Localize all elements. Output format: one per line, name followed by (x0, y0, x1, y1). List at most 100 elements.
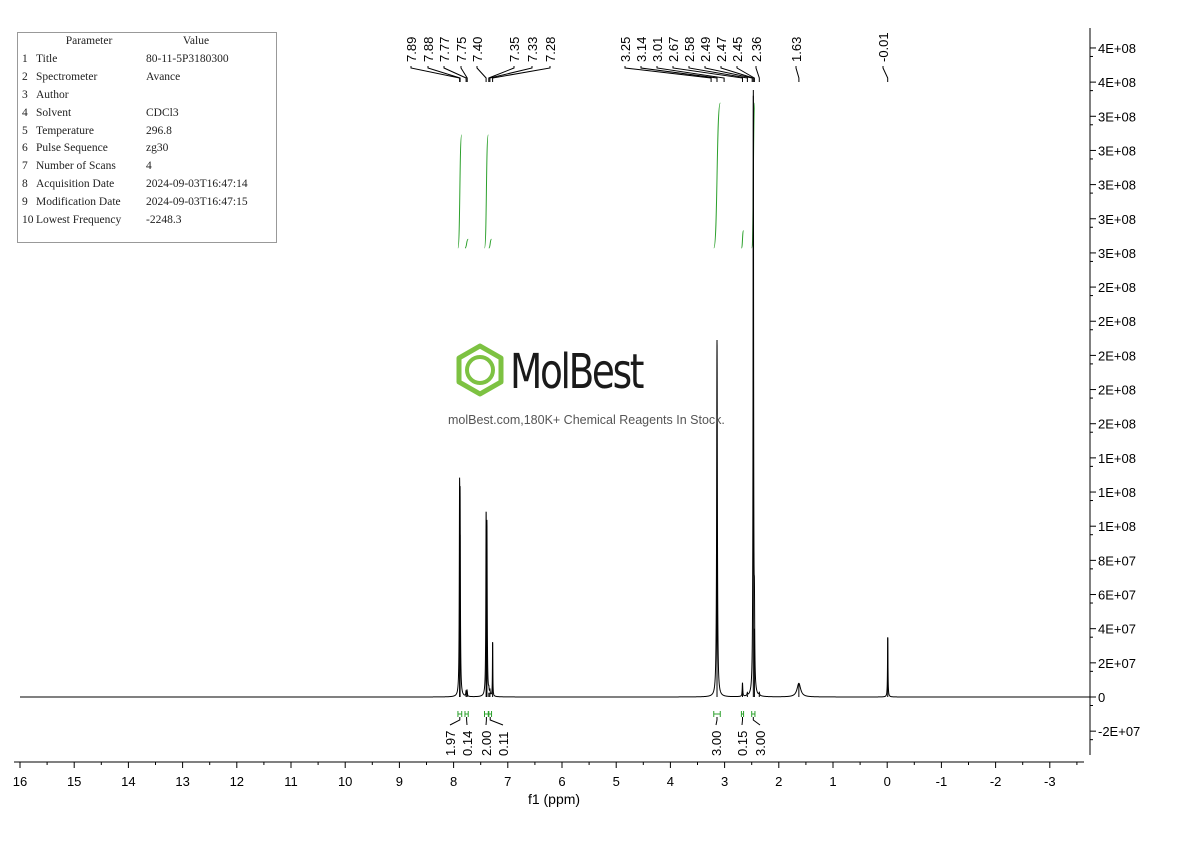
x-tick-label: 2 (775, 774, 782, 789)
integral-curve (464, 238, 469, 249)
table-row: 5 Temperature 296.8 (18, 123, 276, 141)
peak-labels: 7.89 7.88 7.77 7.75 7.40 7.35 7.33 7.28 3.25 3.14… (404, 32, 891, 82)
parameter-name: Spectrometer (36, 70, 98, 83)
peak-label-leader (656, 66, 725, 82)
x-tick-label: 16 (13, 774, 27, 789)
peak-label-leader (427, 66, 461, 82)
x-tick-label: 0 (884, 774, 891, 789)
table-row: 4 Solvent CDCl3 (18, 105, 276, 123)
peak-label-leader (672, 66, 743, 82)
y-tick-label: 3E+08 (1098, 178, 1136, 193)
x-axis: 16 15 14 13 12 11 10 9 8 7 6 5 4 3 2 1 0 -1 -2 -3f1 (ppm) (13, 761, 1084, 807)
x-tick-label: 11 (284, 774, 298, 789)
x-tick-label: 6 (558, 774, 565, 789)
row-index: 2 (22, 70, 28, 83)
table-row: 9 Modification Date 2024-09-03T16:47:15 (18, 194, 276, 212)
peak-label: 7.77 (437, 37, 452, 62)
x-tick-label: 5 (613, 774, 620, 789)
integral-label-leader (715, 717, 718, 726)
table-row: 8 Acquisition Date 2024-09-03T16:47:14 (18, 176, 276, 194)
peak-label: -0.01 (876, 32, 891, 62)
row-index: 1 (22, 52, 28, 65)
row-index: 8 (22, 178, 28, 191)
y-tick-label: 1E+08 (1098, 519, 1136, 534)
peak-label: 7.75 (454, 37, 469, 62)
peak-label-leader (476, 66, 487, 82)
brand-tagline: molBest.com,180K+ Chemical Reagents In S… (448, 413, 725, 427)
brand-name: MolBest (510, 344, 644, 400)
parameter-name: Author (36, 88, 69, 101)
integral-curve (457, 134, 463, 249)
table-row: 2 Spectrometer Avance (18, 69, 276, 87)
peak-label: 7.40 (470, 37, 485, 62)
y-tick-label: 1E+08 (1098, 485, 1136, 500)
peak-label: 3.25 (618, 37, 633, 62)
integral-label: 3.00 (753, 731, 768, 756)
spectrum-trace (20, 90, 1091, 698)
peak-label: 7.33 (525, 37, 540, 62)
integral-label: 1.97 (443, 731, 458, 756)
y-tick-label: 4E+08 (1098, 41, 1136, 56)
row-index: 4 (22, 106, 28, 119)
y-tick-label: 2E+08 (1098, 417, 1136, 432)
peak-label-leader (460, 66, 468, 82)
parameter-name: Title (36, 52, 58, 65)
integral-label-leader (449, 717, 461, 726)
y-tick-label: 3E+08 (1098, 246, 1136, 261)
peak-label: 7.35 (507, 37, 522, 62)
molbest-watermark: MolBest molBest.com,180K+ Chemical Reage… (448, 340, 752, 440)
parameter-value: 4 (146, 160, 152, 173)
y-tick-label: 2E+08 (1098, 383, 1136, 398)
y-tick-label: -2E+07 (1098, 724, 1140, 739)
row-index: 6 (22, 142, 28, 155)
x-axis-title: f1 (ppm) (528, 791, 580, 807)
peak-label: 7.89 (404, 37, 419, 62)
integral-curve (488, 238, 492, 249)
spectrum-line (20, 90, 1091, 698)
parameter-value: zg30 (146, 142, 169, 155)
peak-label-leader (882, 66, 889, 82)
y-tick-label: 2E+08 (1098, 280, 1136, 295)
y-tick-label: 3E+08 (1098, 212, 1136, 227)
x-tick-label: 4 (667, 774, 674, 789)
parameter-name: Acquisition Date (36, 178, 115, 191)
integral-curves (457, 102, 756, 249)
peak-label: 2.36 (749, 37, 764, 62)
x-tick-label: 3 (721, 774, 728, 789)
y-tick-label: 2E+08 (1098, 348, 1136, 363)
peak-label-leader (624, 66, 712, 82)
parameter-name: Solvent (36, 106, 72, 119)
peak-label-leader (489, 66, 533, 82)
parameter-name: Pulse Sequence (36, 142, 108, 155)
peak-label: 3.14 (634, 37, 649, 62)
table-row: 1 Title 80-11-5P3180300 (18, 51, 276, 69)
peak-label-leader (795, 66, 800, 82)
peak-label: 2.45 (730, 37, 745, 62)
row-index: 10 (22, 214, 34, 227)
table-row: 7 Number of Scans 4 (18, 158, 276, 176)
x-tick-label: 15 (67, 774, 81, 789)
x-tick-label: 7 (504, 774, 511, 789)
peak-label-leader (755, 66, 760, 82)
peak-label-leader (720, 66, 754, 82)
x-tick-label: 1 (829, 774, 836, 789)
peak-label: 2.67 (666, 37, 681, 62)
integral-label: 2.00 (479, 731, 494, 756)
integral-labels: 1.97 0.14 2.00 0.11 3.00 0.15 3.00 (443, 711, 768, 756)
y-tick-label: 1E+08 (1098, 451, 1136, 466)
peak-label-leader (443, 66, 467, 82)
parameter-value: Avance (146, 70, 181, 83)
peak-label: 7.88 (421, 37, 436, 62)
x-tick-label: 14 (121, 774, 135, 789)
y-tick-label: 8E+07 (1098, 553, 1136, 568)
parameter-value: -2248.3 (146, 214, 182, 227)
peak-label: 1.63 (789, 37, 804, 62)
table-row: 10 Lowest Frequency -2248.3 (18, 212, 276, 230)
parameter-name: Lowest Frequency (36, 214, 122, 227)
y-tick-label: 3E+08 (1098, 143, 1136, 158)
peak-label-leader (410, 66, 461, 82)
integral-label-leader (741, 717, 743, 726)
peak-label: 3.01 (650, 37, 665, 62)
parameter-value: 80-11-5P3180300 (146, 52, 229, 65)
